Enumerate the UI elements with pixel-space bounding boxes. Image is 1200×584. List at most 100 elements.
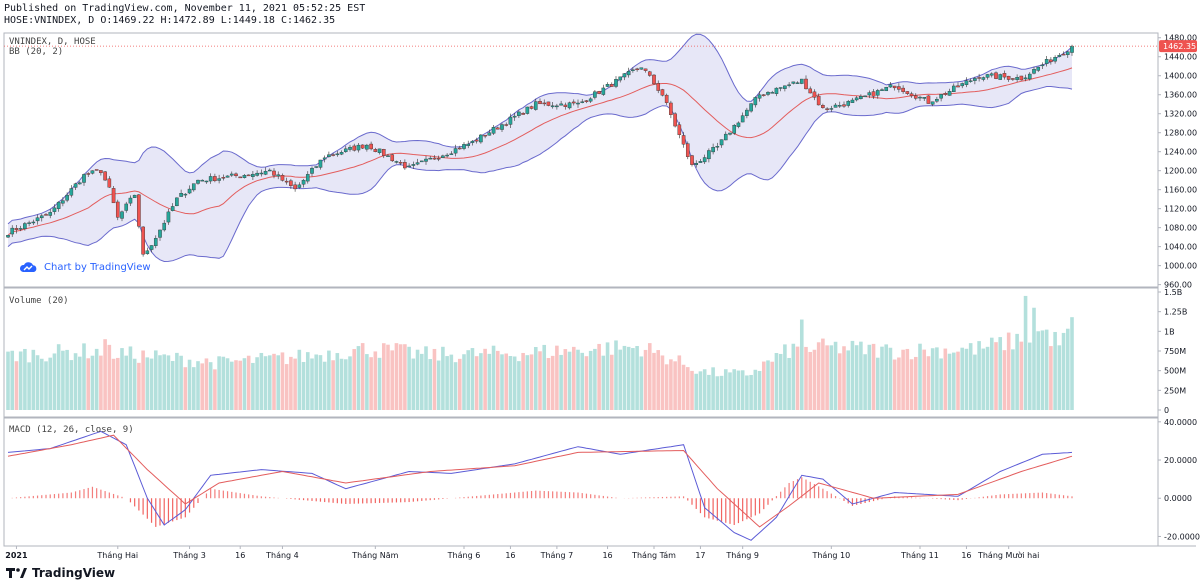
candle: [386, 153, 390, 157]
volume-bar: [871, 343, 876, 410]
volume-bar: [289, 356, 293, 410]
candle: [310, 166, 314, 177]
x-axis-label: Tháng Tám: [631, 551, 676, 560]
volume-bar: [922, 349, 927, 410]
volume-bar: [517, 361, 521, 410]
candle: [884, 86, 889, 92]
candle: [757, 91, 762, 102]
candle: [618, 76, 623, 83]
candle: [238, 176, 243, 179]
candle: [698, 158, 703, 163]
candle: [23, 221, 27, 231]
volume-bar: [846, 350, 851, 410]
candle: [356, 142, 361, 153]
volume-bar: [723, 369, 728, 410]
candle: [609, 82, 614, 87]
ohlc-line: HOSE:VNINDEX, D O:1469.22 H:1472.89 L:14…: [4, 15, 336, 26]
candle: [626, 67, 631, 78]
candle: [179, 189, 183, 197]
volume-bar: [428, 359, 433, 410]
candle: [466, 140, 471, 149]
bb-upper-line: [7, 33, 1073, 225]
tradingview-watermark[interactable]: Chart by TradingView: [16, 258, 157, 276]
volume-bar: [833, 341, 838, 410]
candle: [584, 99, 589, 104]
candle: [939, 94, 943, 102]
signal-line: [7, 434, 1073, 528]
candle: [597, 90, 601, 95]
volume-bar: [52, 353, 57, 410]
volume-bar: [31, 349, 36, 410]
volume-bar: [884, 344, 889, 410]
candle: [479, 134, 483, 144]
candle: [888, 82, 893, 88]
volume-bar: [398, 344, 403, 410]
volume-bar: [204, 358, 209, 410]
candle: [487, 129, 492, 136]
volume-bar: [436, 360, 441, 410]
candle: [1015, 74, 1019, 83]
volume-axis-label: 1.25B: [1164, 308, 1187, 317]
candle: [474, 137, 479, 144]
volume-bar: [407, 346, 411, 410]
candle: [1044, 56, 1049, 67]
cloud-icon: [19, 262, 37, 272]
volume-bar: [656, 350, 661, 410]
candle: [1057, 52, 1062, 58]
price-axis-label: 1200.00: [1164, 167, 1197, 176]
candle: [428, 156, 433, 160]
candle: [14, 225, 19, 234]
candle: [415, 158, 420, 166]
volume-bar: [774, 353, 779, 410]
candle: [137, 193, 141, 229]
volume-bar: [141, 350, 145, 410]
last-price-label: 1462.35: [1163, 42, 1196, 51]
volume-bar: [605, 342, 610, 410]
candle: [39, 213, 44, 222]
candle: [994, 71, 998, 80]
volume-bar: [128, 346, 133, 410]
x-axis-label: Tháng 7: [540, 551, 574, 560]
volume-bar: [500, 354, 504, 410]
volume-bar: [698, 371, 703, 410]
chart-area[interactable]: 1480.00 1440.00 1400.00 1360.00 1320.00 1280.…: [0, 0, 1200, 566]
x-axis-label: 2021: [5, 551, 28, 560]
volume-bar: [512, 356, 517, 410]
bb-basis-line: [7, 67, 1073, 236]
candle: [365, 143, 369, 152]
candle: [829, 105, 834, 112]
volume-bar: [424, 346, 428, 410]
candle: [601, 84, 606, 96]
candle: [267, 168, 272, 172]
volume-bar: [238, 360, 243, 410]
volume-bar: [850, 340, 855, 410]
volume-axis-label: 1B: [1164, 327, 1175, 336]
volume-bar: [1019, 341, 1024, 410]
candle: [821, 103, 825, 109]
volume-bar: [10, 350, 15, 410]
candle: [905, 91, 910, 96]
candle: [255, 170, 259, 177]
volume-bar: [56, 344, 61, 410]
candle: [787, 82, 791, 88]
volume-bar: [622, 345, 627, 410]
footer-brand[interactable]: TradingView: [6, 566, 115, 580]
volume-axis-label: 0: [1164, 406, 1169, 415]
volume-bar: [217, 356, 221, 410]
volume-bar: [626, 346, 631, 410]
volume-bar: [1036, 331, 1041, 410]
volume-bar: [145, 357, 150, 410]
candle: [774, 87, 779, 97]
candle: [859, 94, 863, 100]
candle: [816, 93, 821, 106]
volume-bar: [356, 346, 361, 410]
candle: [850, 97, 855, 103]
candle: [432, 155, 437, 160]
candle: [242, 173, 247, 179]
volume-bar: [162, 354, 167, 410]
bb-indicator-title: BB (20, 2): [9, 47, 63, 57]
volume-bar: [73, 353, 78, 410]
volume-bar: [783, 344, 787, 410]
candle: [947, 88, 952, 96]
volume-bar: [221, 356, 226, 410]
